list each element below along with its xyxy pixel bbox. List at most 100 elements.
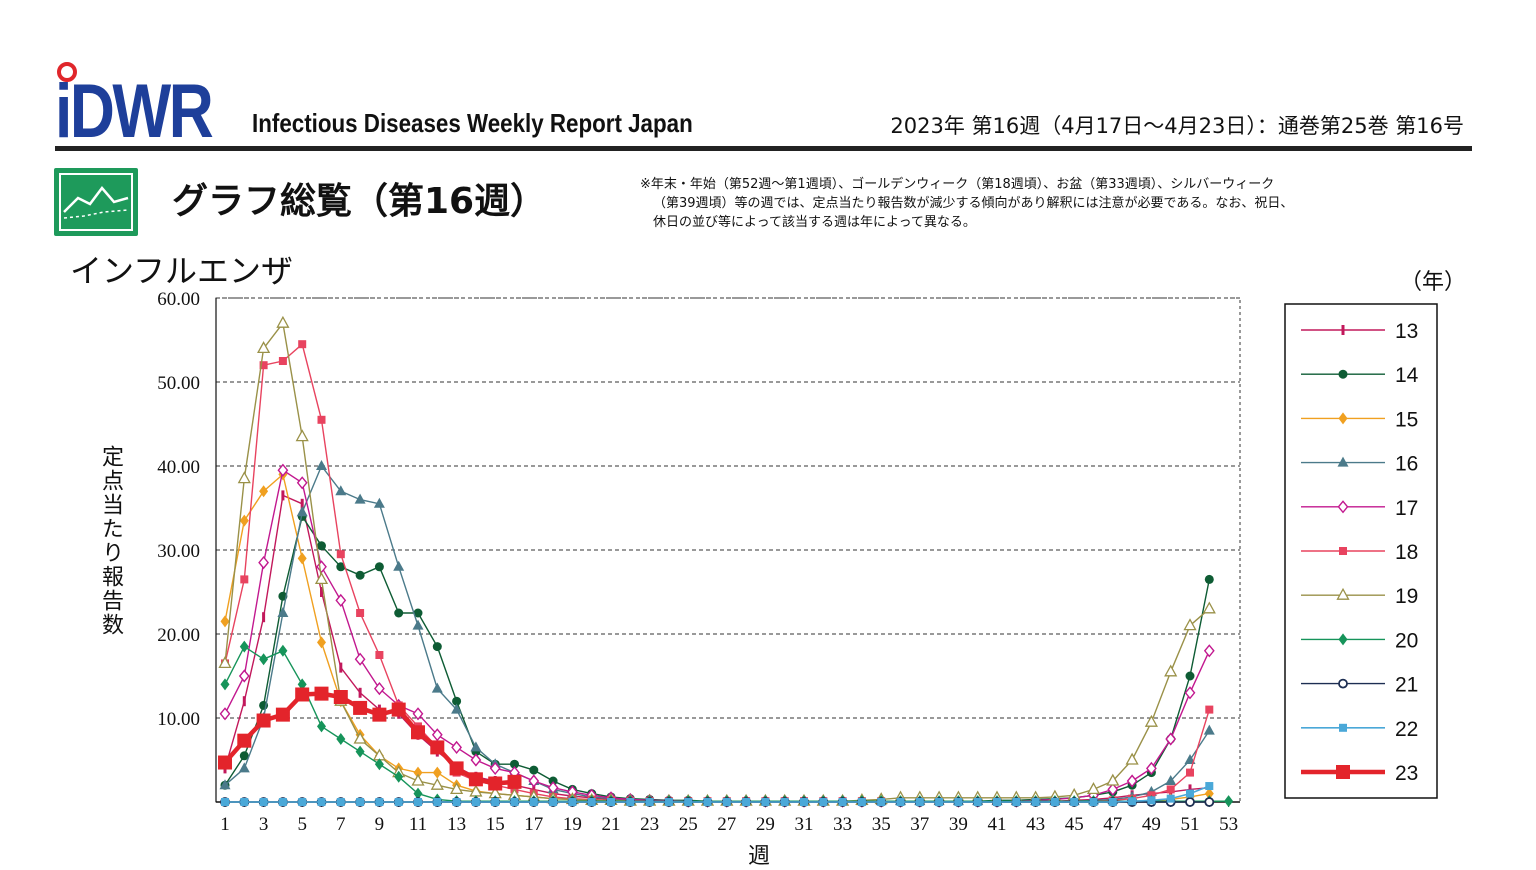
data-point-14 xyxy=(1185,671,1195,681)
data-point-18 xyxy=(1166,785,1175,794)
data-point-22 xyxy=(626,798,635,806)
idwr-logo: iDWR xyxy=(55,69,214,154)
data-point-22 xyxy=(1186,789,1194,798)
data-point-18 xyxy=(375,651,384,659)
data-point-22 xyxy=(819,798,828,806)
data-point-17 xyxy=(1184,686,1196,700)
data-point-16 xyxy=(296,506,308,517)
y-tick-label: 20.00 xyxy=(157,625,200,646)
data-point-14 xyxy=(394,608,404,618)
x-tick-label: 17 xyxy=(524,814,543,835)
data-point-13 xyxy=(1188,784,1192,795)
data-point-20 xyxy=(259,653,269,666)
logo-ring xyxy=(57,62,77,82)
data-point-19 xyxy=(1164,664,1178,677)
data-point-16 xyxy=(451,703,463,714)
data-point-13 xyxy=(281,490,285,501)
data-point-17 xyxy=(470,753,482,767)
y-tick-label: 10.00 xyxy=(157,709,200,730)
data-point-23 xyxy=(295,687,310,702)
x-tick-label: 53 xyxy=(1219,814,1238,835)
series-line-22 xyxy=(225,785,1210,803)
note-line: （第39週頃）等の週では、定点当たり報告数が減少する傾向があり解釈には注意が必要… xyxy=(653,196,1294,211)
data-point-15 xyxy=(259,485,269,498)
series-line-15 xyxy=(224,473,1210,802)
data-point-16 xyxy=(373,497,385,508)
data-point-14 xyxy=(355,570,365,580)
data-point-22 xyxy=(761,798,770,806)
data-point-13 xyxy=(320,587,323,597)
data-point-19 xyxy=(237,471,251,484)
data-point-15 xyxy=(413,766,423,779)
data-point-22 xyxy=(529,798,538,806)
data-point-20 xyxy=(374,758,384,771)
data-point-20 xyxy=(413,787,423,800)
data-point-23 xyxy=(430,740,445,755)
data-point-16 xyxy=(1203,724,1215,735)
data-point-22 xyxy=(259,798,268,806)
data-point-22 xyxy=(684,798,693,806)
data-point-18 xyxy=(240,575,249,584)
data-point-14 xyxy=(317,541,326,551)
data-point-21 xyxy=(1204,797,1215,807)
note-line: ※年末・年始（第52週〜第1週頃）、ゴールデンウィーク（第18週頃）、お盆（第3… xyxy=(640,177,1275,192)
x-tick-label: 49 xyxy=(1142,814,1161,835)
data-point-23 xyxy=(275,707,290,722)
x-tick-label: 21 xyxy=(602,814,621,835)
data-point-20 xyxy=(394,770,404,783)
data-point-16 xyxy=(316,460,327,470)
header-rule xyxy=(55,146,1472,151)
legend-label-19: 19 xyxy=(1395,585,1418,608)
x-tick-label: 23 xyxy=(640,814,659,835)
legend-label-14: 14 xyxy=(1395,364,1419,387)
data-point-22 xyxy=(935,798,944,806)
x-tick-label: 39 xyxy=(949,814,968,835)
legend-marker-23 xyxy=(1336,765,1350,779)
data-point-16 xyxy=(431,682,443,693)
x-tick-label: 15 xyxy=(486,814,505,835)
legend-marker-20 xyxy=(1338,633,1348,646)
data-point-18 xyxy=(278,357,287,365)
legend-label-16: 16 xyxy=(1395,453,1418,476)
data-point-14 xyxy=(529,765,539,775)
data-point-16 xyxy=(470,741,482,752)
data-point-19 xyxy=(411,773,425,786)
data-point-21 xyxy=(1185,797,1195,807)
data-point-22 xyxy=(896,798,905,806)
data-point-17 xyxy=(354,652,366,666)
data-point-19 xyxy=(218,656,232,669)
data-point-22 xyxy=(510,798,519,806)
data-point-15 xyxy=(220,615,230,628)
data-point-17 xyxy=(451,740,463,755)
data-point-22 xyxy=(993,798,1001,806)
data-point-20 xyxy=(317,720,326,733)
data-point-19 xyxy=(430,777,444,790)
y-tick-label: 30.00 xyxy=(157,541,200,562)
data-point-17 xyxy=(258,555,270,570)
data-point-18 xyxy=(1186,768,1194,777)
data-point-22 xyxy=(973,798,982,806)
data-point-23 xyxy=(237,733,252,748)
data-point-22 xyxy=(800,798,808,806)
data-point-17 xyxy=(373,681,385,696)
legend-label-15: 15 xyxy=(1395,408,1418,431)
data-point-16 xyxy=(277,607,289,617)
data-point-22 xyxy=(954,798,963,806)
data-point-13 xyxy=(242,696,246,707)
section-title: グラフ総覧（第16週） xyxy=(172,181,547,222)
x-tick-label: 31 xyxy=(795,814,814,835)
data-point-17 xyxy=(219,707,231,721)
x-axis-label: 週 xyxy=(748,844,771,869)
data-point-22 xyxy=(1050,798,1059,806)
series-line-17 xyxy=(224,469,1210,802)
note-line: 休日の並び等によって該当する週は年によって異なる。 xyxy=(653,215,976,230)
data-point-22 xyxy=(1128,797,1137,806)
data-point-16 xyxy=(354,493,366,504)
data-point-19 xyxy=(450,782,464,795)
data-point-20 xyxy=(355,745,365,758)
x-tick-label: 47 xyxy=(1103,814,1122,835)
data-point-14 xyxy=(336,562,346,572)
data-point-22 xyxy=(857,798,866,806)
legend-marker-16 xyxy=(1337,456,1349,467)
x-tick-label: 43 xyxy=(1026,814,1045,835)
